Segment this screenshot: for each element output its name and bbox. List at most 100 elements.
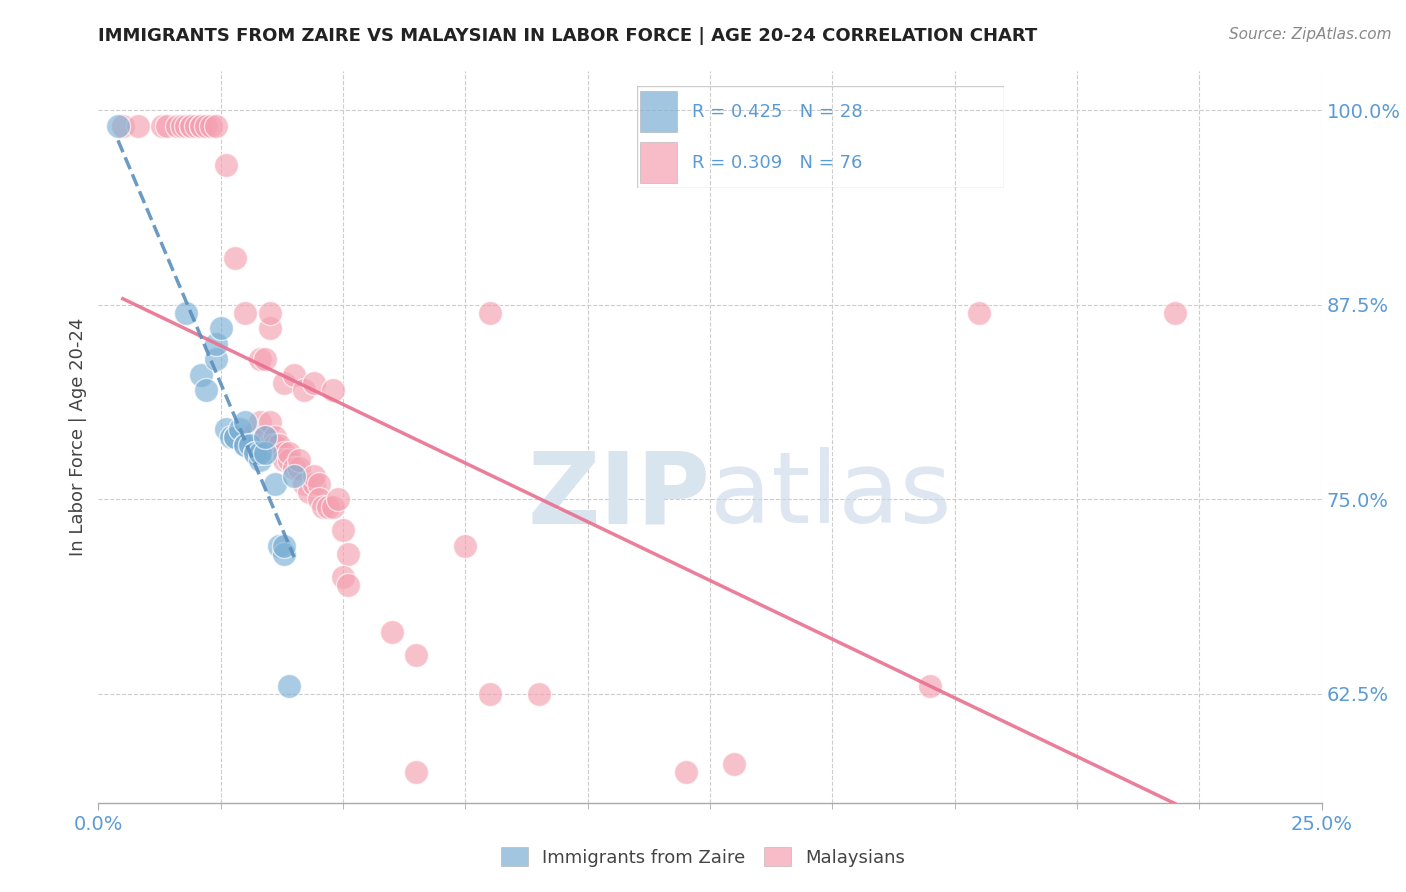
Point [332,570,354,584]
Text: Source: ZipAtlas.com: Source: ZipAtlas.com [1229,27,1392,42]
Point [283,469,305,483]
Point [967,305,990,319]
Point [273,539,295,553]
Point [318,500,340,515]
Point [253,430,276,444]
Point [273,445,295,459]
Y-axis label: In Labor Force | Age 20-24: In Labor Force | Age 20-24 [69,318,87,557]
Point [156,119,179,133]
Point [328,492,350,507]
Point [224,430,246,444]
Point [288,453,311,467]
Point [723,756,745,771]
Point [180,119,202,133]
Point [478,305,501,319]
Point [302,376,325,390]
Point [170,119,193,133]
Point [527,687,550,701]
Point [454,539,477,553]
Point [273,453,295,467]
Point [278,679,301,693]
Point [298,484,321,499]
Point [190,119,212,133]
Point [259,321,281,335]
Point [249,415,271,429]
Text: atlas: atlas [710,447,952,544]
Point [283,368,305,382]
Legend: Immigrants from Zaire, Malaysians: Immigrants from Zaire, Malaysians [494,840,912,874]
Point [190,119,212,133]
Point [180,119,202,133]
Point [205,352,228,367]
Point [229,422,252,436]
Point [292,476,315,491]
Point [405,764,427,779]
Point [288,461,311,475]
Point [292,384,315,398]
Point [224,251,246,265]
Point [263,438,285,452]
Point [259,438,281,452]
Point [253,352,276,367]
Point [253,445,276,459]
Point [233,438,256,452]
Point [200,119,222,133]
Point [195,119,218,133]
Point [259,305,281,319]
Point [253,430,276,444]
Point [219,430,242,444]
Point [127,119,149,133]
Point [336,547,359,561]
Point [322,384,344,398]
Point [675,764,697,779]
Point [176,305,198,319]
Point [478,687,501,701]
Point [239,430,262,444]
Point [243,445,266,459]
Point [322,500,344,515]
Point [243,438,266,452]
Point [195,384,218,398]
Point [233,305,256,319]
Point [243,445,266,459]
Point [308,492,330,507]
Point [224,430,246,444]
Point [233,415,256,429]
Point [249,352,271,367]
Point [176,119,198,133]
Text: ZIP: ZIP [527,447,710,544]
Point [214,158,236,172]
Point [263,430,285,444]
Point [332,524,354,538]
Text: IMMIGRANTS FROM ZAIRE VS MALAYSIAN IN LABOR FORCE | AGE 20-24 CORRELATION CHART: IMMIGRANTS FROM ZAIRE VS MALAYSIAN IN LA… [98,27,1038,45]
Point [336,578,359,592]
Point [381,624,404,639]
Point [308,476,330,491]
Point [278,453,301,467]
Point [205,336,228,351]
Point [263,476,285,491]
Point [166,119,188,133]
Point [209,321,232,335]
Point [283,461,305,475]
Point [239,438,262,452]
Point [249,453,271,467]
Point [205,119,228,133]
Point [214,422,236,436]
Point [1164,305,1187,319]
Point [920,679,942,693]
Point [273,376,295,390]
Point [273,547,295,561]
Point [269,539,291,553]
Point [150,119,173,133]
Point [405,648,427,662]
Point [249,445,271,459]
Point [278,445,301,459]
Point [233,430,256,444]
Point [302,469,325,483]
Point [259,415,281,429]
Point [233,438,256,452]
Point [111,119,134,133]
Point [302,476,325,491]
Point [312,500,335,515]
